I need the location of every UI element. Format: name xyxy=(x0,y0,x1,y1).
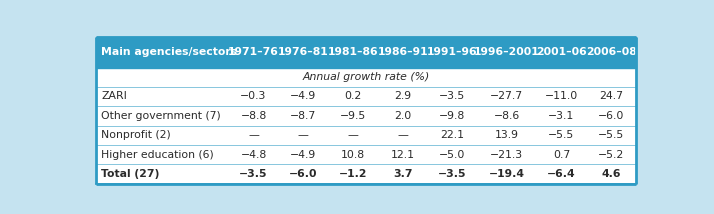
Text: −5.2: −5.2 xyxy=(598,150,624,160)
Text: −19.4: −19.4 xyxy=(489,169,525,179)
Text: −5.5: −5.5 xyxy=(548,130,575,140)
Text: −4.9: −4.9 xyxy=(290,91,316,101)
Text: 2001–06: 2001–06 xyxy=(536,48,587,57)
Text: 2.0: 2.0 xyxy=(394,111,411,121)
Text: 1986–91: 1986–91 xyxy=(377,48,428,57)
Text: −1.2: −1.2 xyxy=(338,169,367,179)
Text: −8.8: −8.8 xyxy=(241,111,266,121)
Text: Nonprofit (2): Nonprofit (2) xyxy=(101,130,171,140)
Bar xyxy=(96,37,636,68)
Text: Total (27): Total (27) xyxy=(101,169,160,179)
Text: −5.0: −5.0 xyxy=(439,150,466,160)
Text: −9.5: −9.5 xyxy=(340,111,366,121)
Text: —: — xyxy=(298,130,308,140)
Text: −27.7: −27.7 xyxy=(491,91,523,101)
Text: Annual growth rate (%): Annual growth rate (%) xyxy=(302,72,430,82)
Text: 2006–08: 2006–08 xyxy=(585,48,636,57)
Text: —: — xyxy=(248,130,259,140)
Text: 1991–96: 1991–96 xyxy=(427,48,478,57)
Text: 12.1: 12.1 xyxy=(391,150,415,160)
Text: −3.5: −3.5 xyxy=(438,169,467,179)
Text: 24.7: 24.7 xyxy=(599,91,623,101)
Text: −5.5: −5.5 xyxy=(598,130,624,140)
Bar xyxy=(96,37,636,184)
Text: 1976–81: 1976–81 xyxy=(278,48,328,57)
Text: —: — xyxy=(348,130,358,140)
Text: 0.7: 0.7 xyxy=(553,150,570,160)
Text: 0.2: 0.2 xyxy=(344,91,361,101)
Text: 22.1: 22.1 xyxy=(441,130,464,140)
Text: Other government (7): Other government (7) xyxy=(101,111,221,121)
Text: 3.7: 3.7 xyxy=(393,169,413,179)
Text: 1981–86: 1981–86 xyxy=(328,48,378,57)
Text: 1971–76: 1971–76 xyxy=(228,48,279,57)
Text: −21.3: −21.3 xyxy=(491,150,523,160)
Text: −4.8: −4.8 xyxy=(241,150,266,160)
Text: −6.0: −6.0 xyxy=(598,111,624,121)
Text: ZARI: ZARI xyxy=(101,91,127,101)
Text: 10.8: 10.8 xyxy=(341,150,365,160)
Text: −3.5: −3.5 xyxy=(239,169,268,179)
Text: Higher education (6): Higher education (6) xyxy=(101,150,214,160)
Text: −6.4: −6.4 xyxy=(547,169,575,179)
Text: −3.1: −3.1 xyxy=(548,111,575,121)
Text: −0.3: −0.3 xyxy=(241,91,267,101)
Text: Main agencies/sectors: Main agencies/sectors xyxy=(101,48,238,57)
Text: 4.6: 4.6 xyxy=(601,169,621,179)
Text: −9.8: −9.8 xyxy=(439,111,466,121)
Text: −11.0: −11.0 xyxy=(545,91,578,101)
Text: 13.9: 13.9 xyxy=(495,130,519,140)
Text: 1996–2001: 1996–2001 xyxy=(474,48,540,57)
Text: —: — xyxy=(397,130,408,140)
Text: 2.9: 2.9 xyxy=(394,91,411,101)
Text: −8.7: −8.7 xyxy=(290,111,316,121)
Text: −4.9: −4.9 xyxy=(290,150,316,160)
Text: −6.0: −6.0 xyxy=(289,169,318,179)
Text: −8.6: −8.6 xyxy=(494,111,520,121)
Text: −3.5: −3.5 xyxy=(439,91,466,101)
